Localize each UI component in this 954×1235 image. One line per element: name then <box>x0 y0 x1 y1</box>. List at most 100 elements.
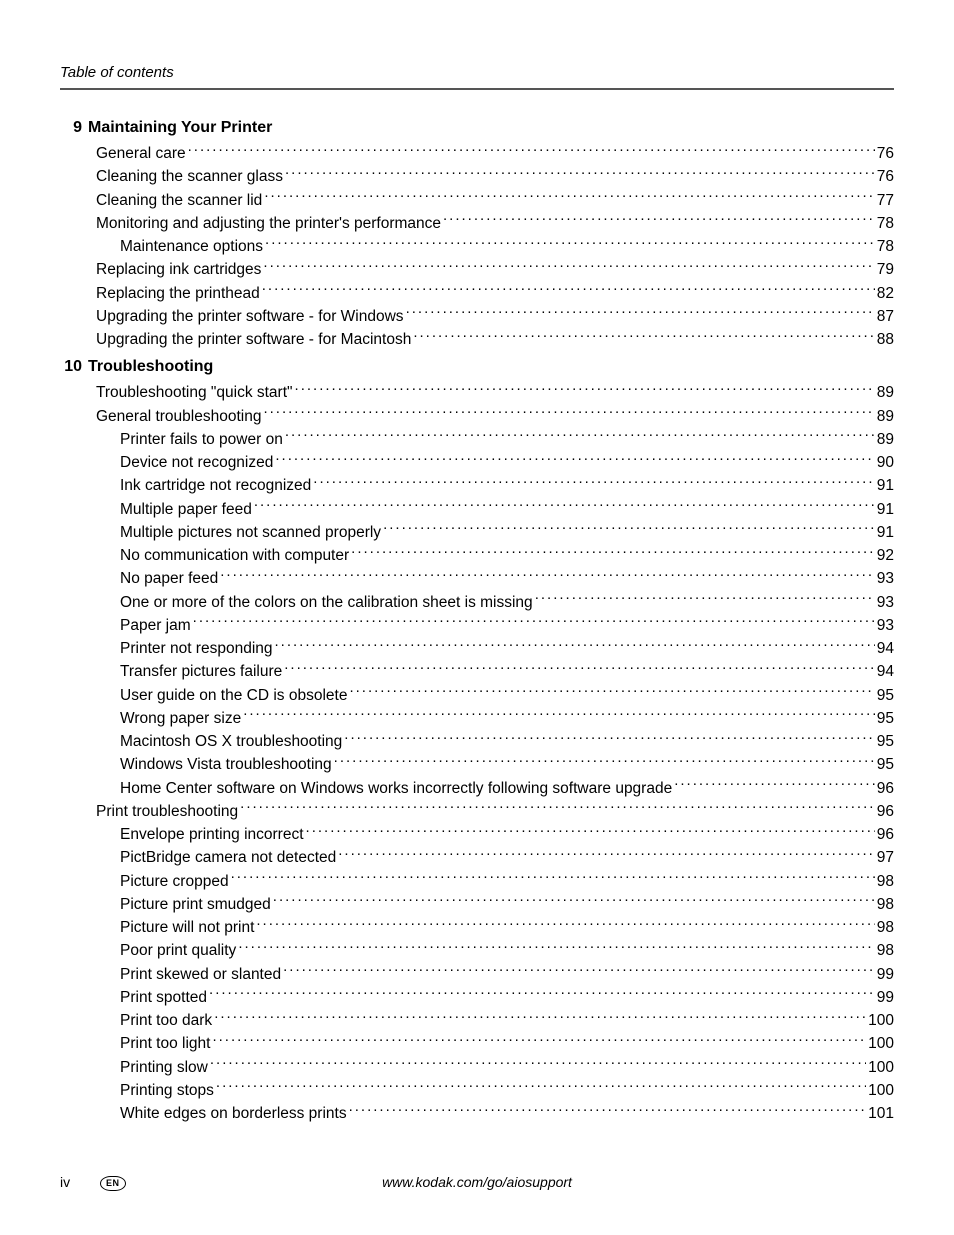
toc-entry[interactable]: Multiple pictures not scanned properly91 <box>60 521 894 544</box>
toc-entry-page: 100 <box>866 1056 894 1079</box>
toc-entry[interactable]: Printing slow 100 <box>60 1056 894 1079</box>
toc-leader-dots <box>443 212 875 228</box>
toc-entry-page: 94 <box>875 660 894 683</box>
toc-entry-page: 76 <box>875 142 894 165</box>
toc-entry[interactable]: Upgrading the printer software - for Mac… <box>60 328 894 351</box>
toc-entry-page: 91 <box>875 474 894 497</box>
toc-leader-dots <box>351 545 875 561</box>
toc-entry[interactable]: Troubleshooting "quick start" 89 <box>60 381 894 404</box>
toc-entry-label: Troubleshooting "quick start" <box>96 381 295 404</box>
toc-entry[interactable]: Cleaning the scanner lid77 <box>60 189 894 212</box>
toc-leader-dots <box>265 236 875 252</box>
toc-entry[interactable]: Replacing the printhead 82 <box>60 282 894 305</box>
toc-entry[interactable]: Printing stops100 <box>60 1079 894 1102</box>
toc-entry[interactable]: General troubleshooting89 <box>60 405 894 428</box>
toc-entry[interactable]: Transfer pictures failure94 <box>60 660 894 683</box>
chapter-title: Maintaining Your Printer <box>88 116 272 140</box>
toc-leader-dots <box>254 498 875 514</box>
toc-leader-dots <box>243 707 875 723</box>
toc-entry-label: Printing slow <box>120 1056 210 1079</box>
toc-leader-dots <box>383 521 875 537</box>
toc-entry-label: Print spotted <box>120 986 209 1009</box>
toc-entry[interactable]: Envelope printing incorrect96 <box>60 823 894 846</box>
toc-entry-page: 92 <box>875 544 894 567</box>
toc-leader-dots <box>334 754 875 770</box>
toc-entry-page: 100 <box>866 1079 894 1102</box>
toc-entry[interactable]: Upgrading the printer software - for Win… <box>60 305 894 328</box>
toc-entry-label: Printer not responding <box>120 637 275 660</box>
toc-leader-dots <box>262 282 875 298</box>
language-badge: EN <box>100 1176 126 1191</box>
toc-leader-dots <box>406 305 875 321</box>
toc-leader-dots <box>220 568 875 584</box>
toc-entry-label: Wrong paper size <box>120 707 243 730</box>
toc-leader-dots <box>263 405 874 421</box>
toc-entry[interactable]: Home Center software on Windows works in… <box>60 777 894 800</box>
chapter-title: Troubleshooting <box>88 355 213 379</box>
toc-entry-page: 96 <box>875 777 894 800</box>
toc-entry-label: PictBridge camera not detected <box>120 846 338 869</box>
toc-entry-label: One or more of the colors on the calibra… <box>120 591 535 614</box>
toc-entry[interactable]: Print spotted99 <box>60 986 894 1009</box>
toc-entry[interactable]: Cleaning the scanner glass 76 <box>60 165 894 188</box>
toc-entry[interactable]: Monitoring and adjusting the printer's p… <box>60 212 894 235</box>
toc-entry[interactable]: One or more of the colors on the calibra… <box>60 591 894 614</box>
toc-leader-dots <box>209 986 875 1002</box>
toc-leader-dots <box>238 940 874 956</box>
toc-entry[interactable]: Print skewed or slanted99 <box>60 963 894 986</box>
toc-leader-dots <box>338 847 874 863</box>
toc-entry[interactable]: No paper feed93 <box>60 567 894 590</box>
toc-entry-page: 95 <box>875 753 894 776</box>
toc-entry-page: 82 <box>875 282 894 305</box>
toc-entry-label: User guide on the CD is obsolete <box>120 684 349 707</box>
toc-leader-dots <box>273 893 875 909</box>
page-number: iv <box>60 1174 100 1190</box>
toc-entry-label: Ink cartridge not recognized <box>120 474 313 497</box>
toc-entry[interactable]: Picture cropped98 <box>60 870 894 893</box>
toc-entry-label: Replacing ink cartridges <box>96 258 263 281</box>
toc-entry[interactable]: Picture print smudged98 <box>60 893 894 916</box>
toc-entry-label: Cleaning the scanner glass <box>96 165 285 188</box>
toc-entry-page: 93 <box>875 591 894 614</box>
toc-entry[interactable]: Macintosh OS X troubleshooting95 <box>60 730 894 753</box>
toc-entry-page: 76 <box>875 165 894 188</box>
toc-entry-label: Macintosh OS X troubleshooting <box>120 730 344 753</box>
toc-entry[interactable]: Paper jam93 <box>60 614 894 637</box>
toc-entry[interactable]: Replacing ink cartridges 79 <box>60 258 894 281</box>
toc-entry-page: 89 <box>875 381 894 404</box>
toc-entry[interactable]: Maintenance options78 <box>60 235 894 258</box>
toc-leader-dots <box>240 800 875 816</box>
toc-entry-label: Multiple pictures not scanned properly <box>120 521 383 544</box>
toc-entry[interactable]: Windows Vista troubleshooting95 <box>60 753 894 776</box>
toc-leader-dots <box>284 661 875 677</box>
toc-entry-label: Printer fails to power on <box>120 428 285 451</box>
toc-leader-dots <box>193 614 875 630</box>
toc-entry[interactable]: Wrong paper size95 <box>60 707 894 730</box>
toc-entry[interactable]: Multiple paper feed91 <box>60 498 894 521</box>
toc-entry-page: 89 <box>875 405 894 428</box>
toc-entry[interactable]: White edges on borderless prints101 <box>60 1102 894 1125</box>
chapter-number: 10 <box>60 355 88 379</box>
toc-entry[interactable]: Printer not responding94 <box>60 637 894 660</box>
toc-leader-dots <box>210 1056 866 1072</box>
toc-entry[interactable]: Ink cartridge not recognized 91 <box>60 474 894 497</box>
toc-leader-dots <box>264 189 874 205</box>
toc-entry-page: 98 <box>875 893 894 916</box>
toc-entry[interactable]: PictBridge camera not detected97 <box>60 846 894 869</box>
toc-entry-label: Print too light <box>120 1032 212 1055</box>
toc-leader-dots <box>285 428 875 444</box>
toc-entry[interactable]: User guide on the CD is obsolete95 <box>60 684 894 707</box>
toc-entry-page: 79 <box>875 258 894 281</box>
toc-entry[interactable]: General care76 <box>60 142 894 165</box>
toc-entry[interactable]: Print troubleshooting96 <box>60 800 894 823</box>
toc-entry-label: Replacing the printhead <box>96 282 262 305</box>
toc-leader-dots <box>212 1033 866 1049</box>
toc-entry[interactable]: Poor print quality98 <box>60 939 894 962</box>
toc-entry[interactable]: Device not recognized90 <box>60 451 894 474</box>
toc-entry[interactable]: Print too light100 <box>60 1032 894 1055</box>
toc-entry-page: 99 <box>875 963 894 986</box>
toc-entry[interactable]: Print too dark100 <box>60 1009 894 1032</box>
toc-entry[interactable]: No communication with computer92 <box>60 544 894 567</box>
toc-entry[interactable]: Printer fails to power on89 <box>60 428 894 451</box>
toc-entry[interactable]: Picture will not print98 <box>60 916 894 939</box>
